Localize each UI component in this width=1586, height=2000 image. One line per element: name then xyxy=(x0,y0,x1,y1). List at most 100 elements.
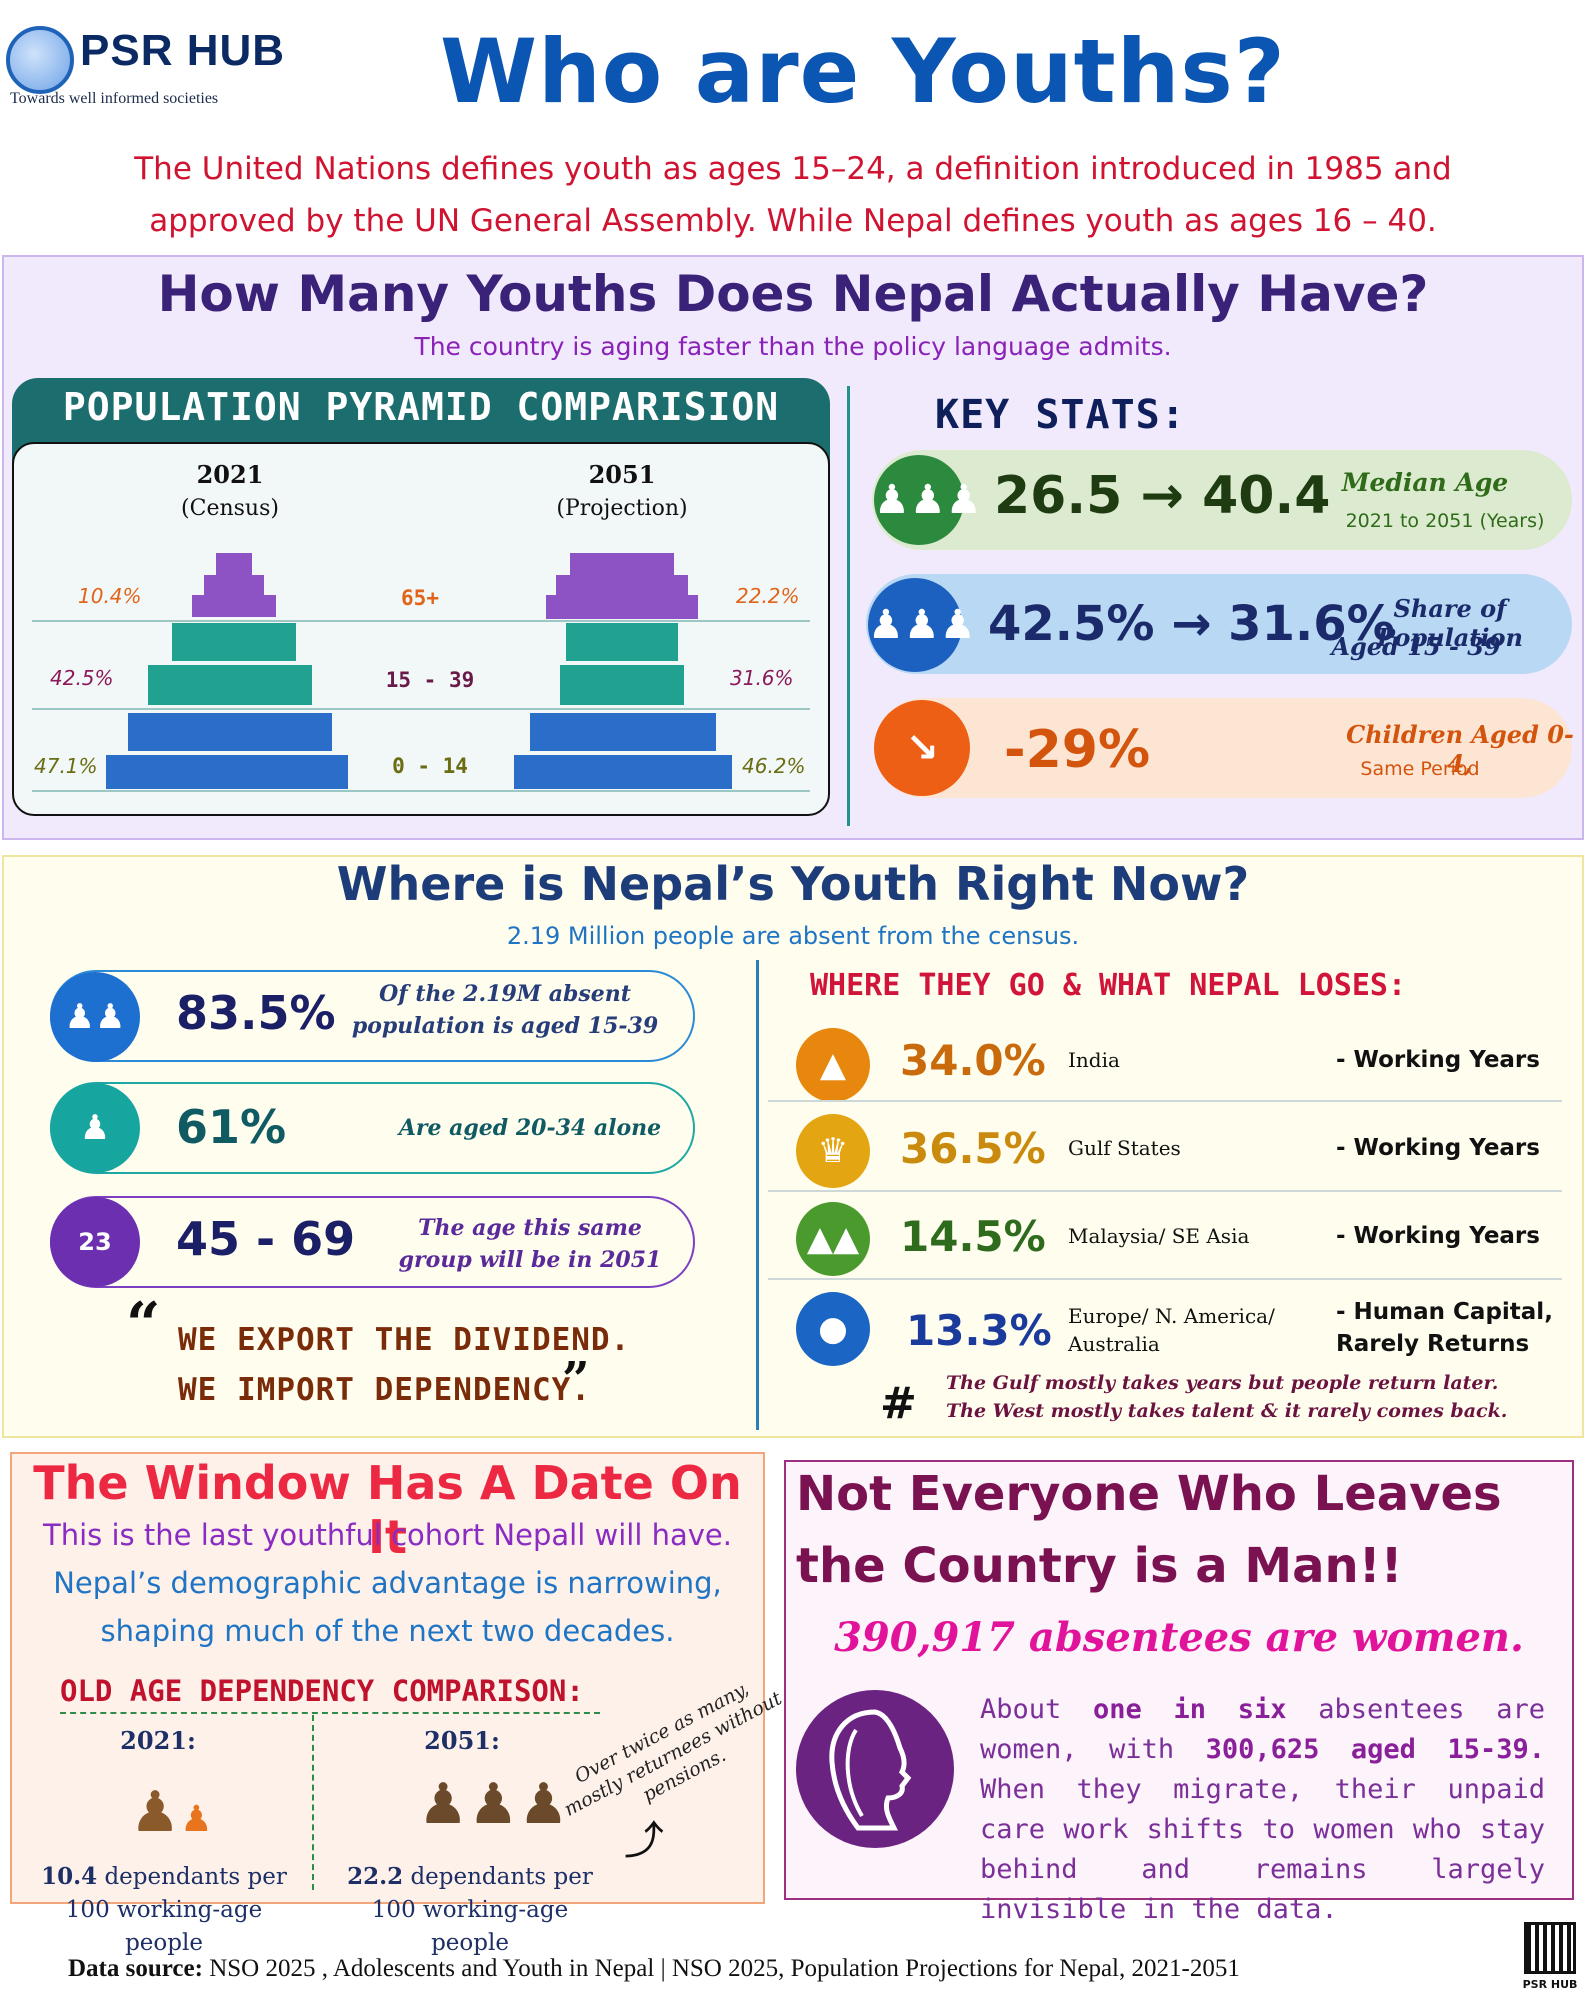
destination-divider xyxy=(768,1278,1562,1280)
qr-code-icon[interactable] xyxy=(1524,1922,1576,1974)
pyramid-right-year: 2051 xyxy=(588,460,656,489)
pyramid-right-sub: (Projection) xyxy=(556,496,688,521)
stat-pill xyxy=(50,1196,695,1288)
destination-loss: - Human Capital, Rarely Returns xyxy=(1336,1299,1553,1357)
intro-text: The United Nations defines youth as ages… xyxy=(134,151,1452,239)
oad-underline xyxy=(60,1712,600,1714)
curved-arrow-icon: ⤴ xyxy=(624,1818,664,1864)
section-text: Nepal’s demographic advantage is narrowi… xyxy=(53,1566,722,1600)
pyramid-left-pct: 47.1% xyxy=(34,754,98,778)
pyramid-bar-2021-15-39 xyxy=(172,623,296,661)
globe-icon: ● xyxy=(796,1292,870,1366)
pyramid-group-label: 0 - 14 xyxy=(392,754,468,778)
pyramid-right-pct: 46.2% xyxy=(742,754,806,778)
footer-label: Data source: xyxy=(68,1955,203,1982)
pyramid-left-pct: 10.4% xyxy=(78,584,142,608)
body-text: When they migrate, their unpaid care wor… xyxy=(980,1774,1545,1925)
section-title: Not Everyone Who Leaves xyxy=(796,1466,1502,1522)
key-stat-sublabel: Same Period xyxy=(1360,758,1480,780)
footer-source: Data source: NSO 2025 , Adolescents and … xyxy=(68,1955,1240,1983)
oad-left-text: 10.4 dependants per 100 working-age peop… xyxy=(24,1860,304,1960)
pyramid-bar-2051-0-14 xyxy=(530,713,716,751)
logo-tagline: Towards well informed societies xyxy=(10,90,219,107)
pyramid-bar-2051-15-39 xyxy=(566,623,678,661)
pyramid-title: POPULATION PYRAMID COMPARISION xyxy=(62,385,780,429)
twin-towers-icon: ▲▲ xyxy=(796,1202,870,1276)
pyramid-right-pct: 31.6% xyxy=(730,666,794,690)
section-subtitle: 2.19 Million people are absent from the … xyxy=(506,922,1080,950)
destination-loss: - Working Years xyxy=(1336,1135,1540,1161)
destination-pct: 34.0% xyxy=(900,1036,1046,1085)
oad-divider xyxy=(312,1715,314,1890)
stat-value: 61% xyxy=(176,1100,287,1154)
calendar-day: 23 xyxy=(78,1228,112,1256)
section-title: the Country is a Man!! xyxy=(796,1538,1403,1594)
pyramid-panel xyxy=(12,442,830,816)
section-title: How Many Youths Does Nepal Actually Have… xyxy=(157,265,1429,323)
key-stat-pill xyxy=(866,574,1572,674)
footer-text: NSO 2025 , Adolescents and Youth in Nepa… xyxy=(202,1955,1240,1982)
pyramid-group-label: 65+ xyxy=(401,586,439,610)
women-stat: 390,917 absentees are women. xyxy=(834,1614,1524,1661)
pyramid-bar-2021-65plus xyxy=(216,553,252,575)
elders-group-icon: ♟♟♟ xyxy=(418,1772,569,1837)
body-emphasis: one in six xyxy=(1093,1694,1287,1725)
destination-name: Malaysia/ SE Asia xyxy=(1068,1224,1250,1248)
oad-year: 2021: xyxy=(120,1726,196,1755)
key-stat-value: -29% xyxy=(1004,720,1151,780)
section-divider xyxy=(756,960,759,1430)
people-group-icon: ♟♟♟ xyxy=(874,455,982,545)
women-body-text: About one in six absentees are women, wi… xyxy=(980,1690,1545,1930)
key-stat-label: Median Age xyxy=(1341,468,1509,497)
person-icon: ♟ xyxy=(50,1083,140,1173)
destination-loss: - Working Years xyxy=(1336,1223,1540,1249)
oad-label: dependants per 100 working-age people xyxy=(371,1864,593,1956)
pyramid-bar-2021-15-39 xyxy=(148,665,312,705)
pyramid-bar-2021-65plus xyxy=(204,575,264,595)
hashtag-icon: # xyxy=(880,1378,917,1429)
oad-label: dependants per 100 working-age people xyxy=(65,1864,287,1956)
pyramid-right-pct: 22.2% xyxy=(736,584,800,608)
quote-line: WE EXPORT THE DIVIDEND. xyxy=(178,1322,631,1358)
oad-right-text: 22.2 dependants per 100 working-age peop… xyxy=(330,1860,610,1960)
key-stat-label: Children Aged 0-4, xyxy=(1346,720,1574,778)
key-stat-value: 42.5% → 31.6% xyxy=(988,596,1395,652)
window-section xyxy=(10,1452,765,1904)
oad-year: 2051: xyxy=(424,1726,500,1755)
destination-divider xyxy=(768,1190,1562,1192)
oad-value: 10.4 xyxy=(41,1863,98,1890)
stat-value: 45 - 69 xyxy=(176,1212,356,1266)
body-emphasis: 300,625 aged 15-39. xyxy=(1205,1734,1545,1765)
body-text: absentees are women, with xyxy=(980,1694,1545,1765)
key-stat-value: 26.5 → 40.4 xyxy=(994,466,1331,526)
stat-value: 83.5% xyxy=(176,986,336,1040)
pyramid-gridline xyxy=(32,620,810,622)
key-stat-pill xyxy=(872,450,1572,550)
stat-label: Of the 2.19M absent population is aged 1… xyxy=(351,981,659,1039)
key-stats-title: KEY STATS: xyxy=(935,392,1186,438)
section-text: shaping much of the next two decades. xyxy=(100,1614,675,1648)
destination-name: Europe/ N. America/ Australia xyxy=(1068,1304,1275,1356)
india-map-icon: ▲ xyxy=(796,1028,870,1102)
destination-pct: 14.5% xyxy=(900,1212,1046,1261)
pyramid-bar-2051-65plus xyxy=(570,553,674,575)
section-title: The Window Has A Date On It xyxy=(33,1456,742,1564)
pyramid-left-sub: (Census) xyxy=(181,496,279,521)
stat-label: The age this same group will be in 2051 xyxy=(398,1215,662,1273)
stat-pill xyxy=(50,1082,695,1174)
gulf-skyline-icon: ♛ xyxy=(796,1114,870,1188)
destination-divider xyxy=(768,1100,1562,1102)
pyramid-bar-2051-65plus xyxy=(556,575,688,595)
logo-name: PSR HUB xyxy=(80,26,286,75)
stat-label: Are aged 20-34 alone xyxy=(398,1115,662,1141)
destinations-title: WHERE THEY GO & WHAT NEPAL LOSES: xyxy=(810,968,1407,1003)
pyramid-left-pct: 42.5% xyxy=(50,666,114,690)
key-stat-sublabel: Aged 15 - 39 xyxy=(1331,632,1501,661)
pyramid-bar-2051-0-14 xyxy=(514,755,732,789)
section-title: Where is Nepal’s Youth Right Now? xyxy=(336,857,1250,911)
destination-note: The West mostly takes talent & it rarely… xyxy=(946,1400,1508,1422)
quote-line: WE IMPORT DEPENDENCY. xyxy=(178,1372,591,1408)
destination-pct: 13.3% xyxy=(906,1306,1052,1355)
pyramid-bar-2021-0-14 xyxy=(128,713,332,751)
stat-pill xyxy=(50,970,695,1062)
